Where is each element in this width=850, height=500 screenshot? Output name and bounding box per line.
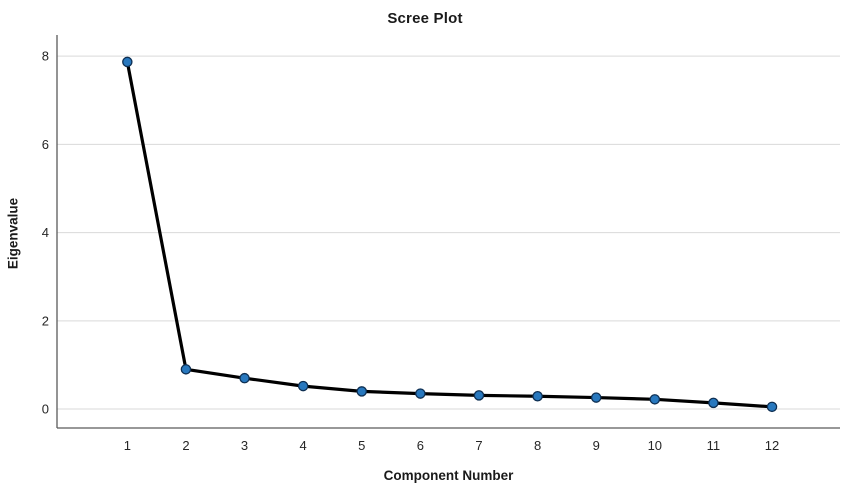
chart-title: Scree Plot (387, 10, 463, 27)
x-tick-label: 3 (241, 438, 248, 453)
x-tick-label: 4 (300, 438, 307, 453)
data-point (649, 394, 661, 405)
x-axis-title: Component Number (383, 468, 514, 483)
eigenvalue-line (125, 61, 773, 409)
x-tick-label: 7 (475, 438, 482, 453)
y-tick-label: 8 (42, 49, 49, 64)
data-point (297, 380, 309, 392)
data-point (356, 386, 368, 397)
y-tick-label: 2 (42, 313, 49, 328)
data-point (766, 401, 778, 413)
data-point (590, 392, 602, 403)
data-point (239, 372, 250, 384)
data-point (415, 388, 426, 399)
y-tick-label: 4 (42, 225, 49, 240)
x-tick-label: 2 (182, 438, 189, 453)
x-tick-label: 6 (417, 438, 424, 453)
x-tick-label: 1 (124, 438, 131, 453)
y-tick-label: 6 (42, 137, 49, 152)
data-point (473, 390, 485, 401)
data-point (532, 390, 543, 402)
x-tick-label: 11 (707, 438, 721, 453)
x-tick-label: 8 (534, 438, 541, 453)
x-tick-label: 10 (648, 438, 662, 453)
data-point (708, 397, 719, 409)
x-tick-label: 5 (358, 438, 365, 453)
data-point (122, 56, 133, 68)
x-tick-label: 9 (593, 438, 600, 453)
data-point (180, 364, 192, 375)
y-tick-label: 0 (42, 402, 49, 417)
y-axis-title: Eigenvalue (5, 197, 21, 270)
x-tick-label: 12 (765, 438, 779, 453)
